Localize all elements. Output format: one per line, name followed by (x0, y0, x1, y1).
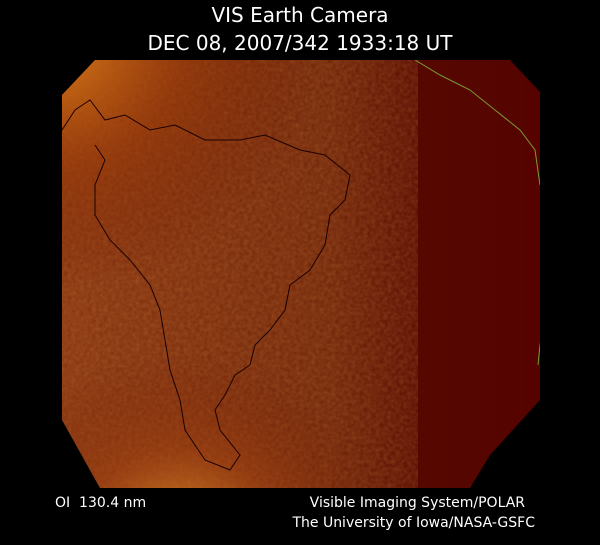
title: VIS Earth Camera (211, 3, 388, 27)
coastline (62, 99, 351, 471)
credit: The University of Iowa/NASA-GSFC (291, 515, 535, 531)
coastline (414, 60, 540, 186)
wavelength: OI 130.4 nm (55, 495, 146, 511)
coastline (537, 319, 540, 366)
timestamp: DEC 08, 2007/342 1933:18 UT (148, 31, 454, 55)
instrument: Visible Imaging System/POLAR (310, 495, 526, 511)
